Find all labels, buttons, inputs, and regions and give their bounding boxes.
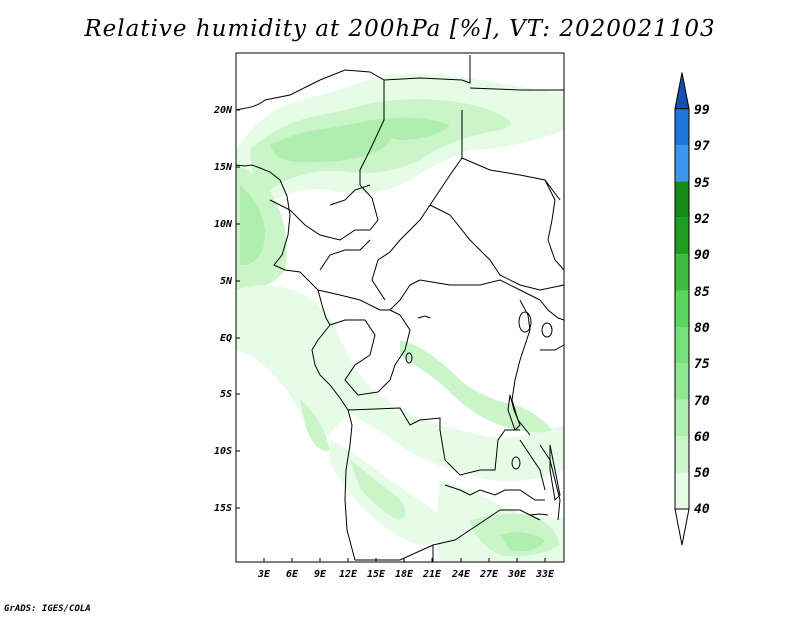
lat-label: 20N <box>213 105 233 116</box>
colorbar-boxes <box>674 72 690 546</box>
lat-label: 5S <box>220 389 232 400</box>
lat-label: 10S <box>214 446 232 457</box>
colorbar-box <box>675 145 689 182</box>
lat-label: 5N <box>220 276 233 287</box>
colorbar-label: 60 <box>694 430 710 445</box>
colorbar-label: 90 <box>694 248 710 263</box>
country-boundaries <box>235 55 565 562</box>
lon-label: 24E <box>451 569 471 580</box>
colorbar-box <box>675 181 689 218</box>
longitude-axis: 3E 6E 9E 12E 15E 18E 21E 24E 27E 30E 33E <box>257 558 555 580</box>
lon-label: 27E <box>479 569 499 580</box>
colorbar-label: 80 <box>694 321 710 336</box>
lon-label: 33E <box>535 569 555 580</box>
grads-credit: GrADS: IGES/COLA <box>4 604 91 614</box>
lon-label: 12E <box>339 569 358 580</box>
colorbar-box <box>675 217 689 255</box>
lon-label: 30E <box>507 569 527 580</box>
lat-label: EQ <box>220 333 232 344</box>
colorbar-box <box>675 108 689 145</box>
lakes <box>405 311 561 516</box>
colorbar-bottom-arrow <box>674 508 690 546</box>
lon-label: 3E <box>257 569 271 580</box>
map-panel <box>235 52 565 563</box>
colorbar-outline <box>674 108 690 510</box>
colorbar-label: 70 <box>694 394 710 409</box>
lon-label: 21E <box>422 569 442 580</box>
lon-label: 18E <box>395 569 414 580</box>
colorbar-label: 75 <box>694 357 710 372</box>
map-title: Relative humidity at 200hPa [%], VT: 202… <box>84 16 716 42</box>
colorbar-box <box>675 327 689 364</box>
colorbar-label: 50 <box>694 466 710 481</box>
colorbar-box <box>675 254 689 291</box>
colorbar-label: 95 <box>694 176 710 191</box>
lon-label: 6E <box>286 569 299 580</box>
lon-label: 9E <box>314 569 327 580</box>
lat-label: 15N <box>214 162 233 173</box>
map-frame <box>235 52 565 563</box>
colorbar-box <box>675 290 689 327</box>
colorbar-box <box>675 472 689 509</box>
colorbar-top-arrow <box>674 72 690 110</box>
colorbar-box <box>675 436 689 473</box>
colorbar-box <box>675 363 689 400</box>
lat-label: 15S <box>214 503 232 514</box>
colorbar-box <box>675 399 689 437</box>
colorbar-label: 92 <box>694 212 710 227</box>
colorbar-label: 85 <box>694 285 710 300</box>
lat-label: 10N <box>214 219 233 230</box>
colorbar-label: 97 <box>694 139 710 154</box>
humidity-shading <box>236 73 564 562</box>
colorbar-label: 99 <box>694 103 710 118</box>
lon-label: 15E <box>367 569 386 580</box>
latitude-axis: 20N 15N 10N 5N EQ 5S 10S 15S <box>213 105 240 514</box>
colorbar: 40 50 60 70 75 80 85 90 92 95 97 99 <box>674 72 710 546</box>
colorbar-label: 40 <box>694 502 710 517</box>
